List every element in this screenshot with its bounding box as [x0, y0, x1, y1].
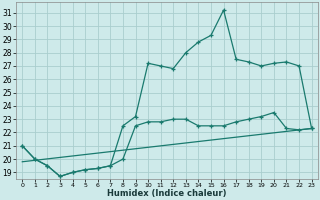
X-axis label: Humidex (Indice chaleur): Humidex (Indice chaleur)	[107, 189, 227, 198]
